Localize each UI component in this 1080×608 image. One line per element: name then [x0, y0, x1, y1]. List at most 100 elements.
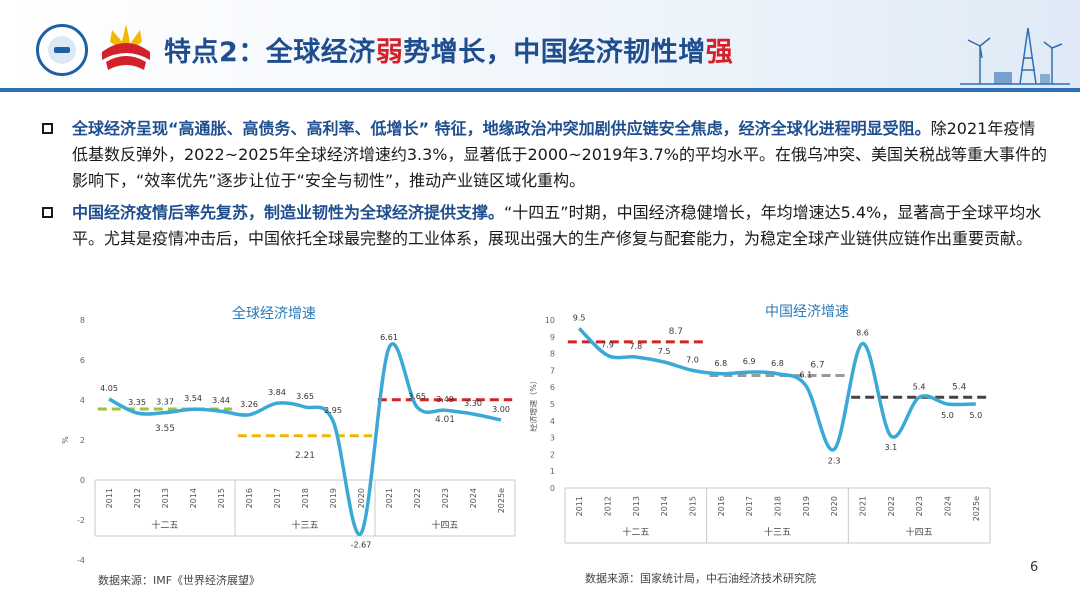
bullet-list: 全球经济呈现“高通胀、高债务、高利率、低增长” 特征，地缘政治冲突加剧供应链安全… [40, 116, 1050, 258]
data-label: 2.95 [324, 406, 342, 415]
y-tick-label: 9 [550, 333, 555, 342]
y-tick-label: 4 [550, 417, 555, 426]
period-group-label: 十四五 [906, 526, 933, 538]
period-group-label: 十三五 [291, 519, 318, 531]
data-label: 6.9 [743, 357, 756, 366]
data-label: 3.54 [184, 394, 202, 403]
x-tick-label: 2018 [301, 488, 310, 508]
x-tick-label: 2015 [689, 496, 698, 516]
y-axis-label: % [61, 436, 70, 444]
period-average-label: 2.21 [295, 451, 315, 461]
x-tick-label: 2018 [774, 496, 783, 516]
data-label: 7.5 [658, 347, 671, 356]
x-tick-label: 2024 [469, 488, 478, 508]
data-label: 2.3 [828, 456, 841, 465]
x-tick-label: 2022 [887, 496, 896, 516]
y-tick-label: 8 [80, 316, 85, 325]
x-tick-label: 2025e [972, 496, 981, 521]
data-label: 7.8 [629, 342, 642, 351]
bullet-item-china-economy: 中国经济疫情后率先复苏，制造业韧性为全球经济提供支撑。“十四五”时期，中国经济稳… [40, 200, 1050, 252]
y-tick-label: 8 [550, 350, 555, 359]
x-tick-label: 2022 [413, 488, 422, 508]
x-tick-label: 2023 [441, 488, 450, 508]
x-tick-label: 2023 [915, 496, 924, 516]
oilfield-decoration-icon [960, 27, 1070, 85]
y-tick-label: 6 [550, 383, 555, 392]
y-tick-label: 1 [550, 467, 555, 476]
period-average-label: 3.55 [155, 424, 175, 434]
growth-series-line [108, 342, 502, 536]
data-label: 9.5 [573, 313, 586, 322]
x-tick-label: 2019 [802, 496, 811, 516]
data-label: 3.44 [212, 396, 230, 405]
bullet-emphasis: 中国经济疫情后率先复苏，制造业韧性为全球经济提供支撑。 [72, 203, 505, 222]
y-tick-label: 6 [80, 356, 85, 365]
x-tick-label: 2017 [745, 496, 754, 516]
data-label: 3.65 [296, 392, 314, 401]
data-label: 3.00 [492, 405, 510, 414]
x-tick-label: 2025e [497, 488, 506, 513]
data-label: 3.35 [128, 398, 146, 407]
y-tick-label: 3 [550, 434, 555, 443]
x-tick-label: 2024 [944, 496, 953, 516]
square-bullet-icon [42, 123, 53, 134]
data-label: 7.0 [686, 355, 699, 364]
x-tick-label: 2011 [105, 488, 114, 508]
y-tick-label: 10 [545, 316, 555, 325]
growth-series-line [577, 327, 976, 452]
data-label: 3.49 [436, 395, 454, 404]
period-average-label: 6.7 [810, 360, 824, 370]
organization-logo [36, 24, 88, 76]
x-tick-label: 2019 [329, 488, 338, 508]
y-tick-label: 5 [550, 400, 555, 409]
x-tick-label: 2013 [632, 496, 641, 516]
x-tick-label: 2021 [385, 488, 394, 508]
x-tick-label: 2021 [859, 496, 868, 516]
x-tick-label: 2016 [245, 488, 254, 508]
period-average-label: 5.4 [952, 382, 967, 392]
period-group-label: 十三五 [764, 526, 791, 538]
x-tick-label: 2014 [660, 496, 669, 516]
data-label: 5.0 [969, 411, 982, 420]
y-tick-label: 0 [550, 484, 555, 493]
x-tick-label: 2020 [357, 488, 366, 508]
period-group-label: 十二五 [151, 519, 178, 531]
y-tick-label: 0 [80, 476, 85, 485]
period-average-label: 4.01 [435, 415, 455, 425]
period-average-label: 8.7 [669, 327, 683, 337]
period-group-label: 十四五 [431, 519, 458, 531]
data-label: 3.26 [240, 400, 258, 409]
data-label: 5.4 [913, 382, 926, 391]
petrochina-logo [102, 24, 150, 70]
bullet-emphasis: 全球经济呈现“高通胀、高债务、高利率、低增长” 特征，地缘政治冲突加剧供应链安全… [72, 119, 931, 138]
data-label: 3.37 [156, 398, 174, 407]
data-label: 6.8 [714, 359, 727, 368]
china-chart-title: 中国经济增速 [765, 304, 849, 320]
data-label: 8.6 [856, 329, 869, 338]
bullet-item-global-economy: 全球经济呈现“高通胀、高债务、高利率、低增长” 特征，地缘政治冲突加剧供应链安全… [40, 116, 1050, 194]
period-group-label: 十二五 [622, 526, 649, 538]
data-label: 3.84 [268, 388, 286, 397]
china-chart-source: 数据来源：国家统计局，中石油经济技术研究院 [585, 572, 816, 585]
x-tick-label: 2012 [133, 488, 142, 508]
y-axis-label: 经济增速（%） [530, 376, 538, 432]
x-tick-label: 2014 [189, 488, 198, 508]
y-tick-label: 7 [550, 366, 555, 375]
data-label: 3.1 [884, 443, 897, 452]
data-label: 6.8 [771, 359, 784, 368]
data-label: 7.9 [601, 340, 614, 349]
data-label: 6.1 [799, 371, 812, 380]
data-label: -2.67 [351, 540, 372, 549]
data-label: 5.0 [941, 411, 954, 420]
square-bullet-icon [42, 207, 53, 218]
y-tick-label: 2 [550, 450, 555, 459]
y-tick-label: 2 [80, 436, 85, 445]
key-icon [54, 47, 70, 53]
x-tick-label: 2017 [273, 488, 282, 508]
y-tick-label: -2 [77, 516, 85, 525]
x-tick-label: 2015 [217, 488, 226, 508]
data-label: 6.61 [380, 333, 398, 342]
header-band [0, 0, 1080, 92]
x-tick-label: 2012 [604, 496, 613, 516]
